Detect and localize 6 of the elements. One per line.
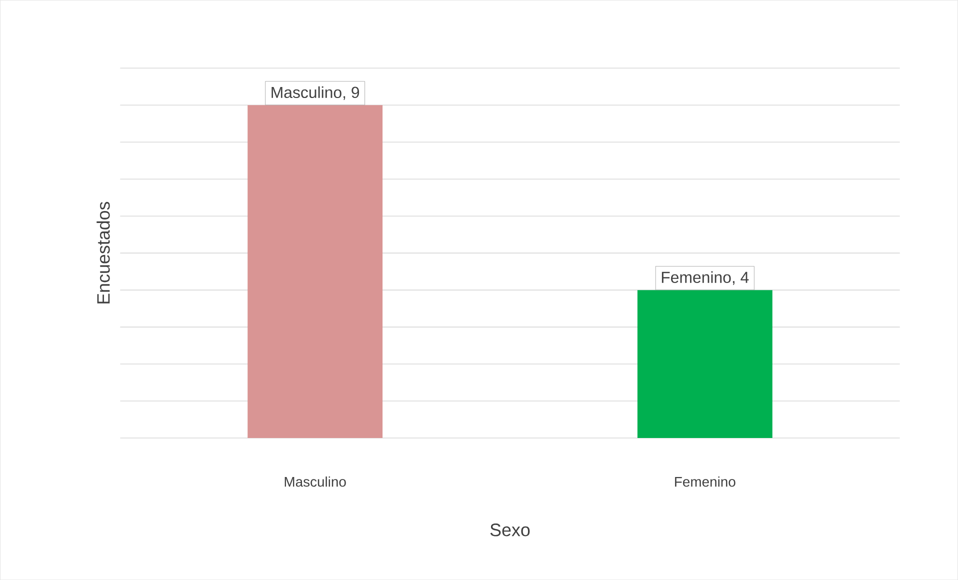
- x-tick-label: Masculino: [284, 476, 346, 487]
- data-label: Masculino, 9: [272, 86, 360, 100]
- y-axis-title: Encuestados: [96, 202, 110, 304]
- x-axis-title: Sexo: [490, 523, 530, 536]
- data-label: Femenino, 4: [662, 271, 749, 285]
- x-tick-label: Femenino: [675, 476, 736, 487]
